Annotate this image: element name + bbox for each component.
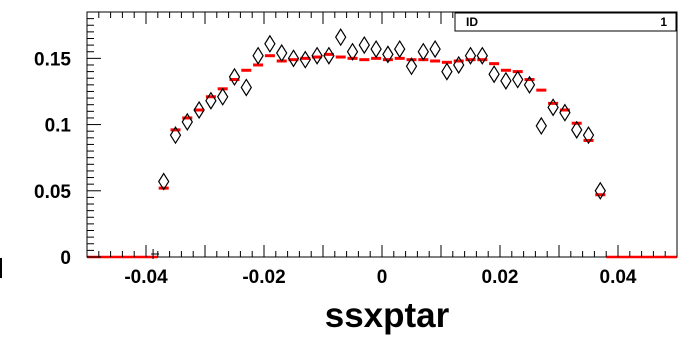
x-tick-label: -0.04 — [124, 267, 168, 288]
x-tick-label: 0.02 — [482, 267, 519, 288]
data-point-marker — [582, 126, 595, 145]
data-point-marker — [535, 116, 548, 136]
data-point-marker — [405, 57, 418, 76]
data-point-marker — [193, 100, 205, 120]
data-point-marker — [299, 50, 312, 69]
x-tick-label: 0 — [377, 267, 388, 288]
histogram-series — [87, 52, 677, 259]
data-point-marker — [511, 70, 524, 89]
data-point-marker — [476, 46, 489, 65]
data-point-marker — [559, 103, 571, 122]
data-point-marker — [264, 34, 276, 53]
data-point-marker — [570, 120, 583, 139]
y-tick-label: 0.1 — [45, 116, 72, 137]
data-point-marker — [417, 42, 430, 61]
x-tick-label: 0.04 — [600, 267, 637, 288]
data-point-marker — [464, 46, 477, 65]
data-point-marker — [216, 87, 229, 106]
y-tick-label: 0.05 — [34, 182, 71, 203]
data-point-marker — [429, 39, 441, 59]
data-point-marker — [358, 35, 371, 55]
x-axis-title: ssxptar — [325, 296, 450, 335]
data-point-marker — [523, 75, 536, 94]
data-point-marker — [287, 49, 300, 68]
stats-box: ID 1 — [454, 12, 677, 32]
data-point-marker — [311, 46, 323, 65]
data-point-marker — [169, 126, 182, 145]
data-point-marker — [181, 112, 194, 132]
data-point-marker — [370, 39, 382, 59]
data-point-marker — [393, 39, 406, 59]
data-point-marker — [240, 78, 253, 97]
data-point-marker — [500, 71, 512, 90]
x-tick-label: -0.02 — [242, 267, 285, 288]
data-point-marker — [346, 42, 359, 61]
data-point-marker — [382, 45, 394, 64]
data-point-marker — [323, 46, 335, 65]
stats-box-name: ID — [466, 15, 478, 29]
stray-mark — [0, 258, 2, 278]
y-tick-label: 0 — [60, 248, 71, 269]
data-point-marker — [252, 46, 264, 65]
data-point-marker — [594, 181, 607, 200]
stats-box-value: 1 — [660, 15, 667, 29]
plot-frame — [86, 11, 678, 258]
data-point-marker — [441, 62, 453, 81]
data-point-marker — [488, 65, 500, 84]
data-point-marker — [205, 91, 217, 110]
data-points-series — [151, 28, 607, 259]
data-point-marker — [275, 43, 288, 63]
data-point-marker — [547, 98, 559, 117]
data-point-marker — [228, 67, 241, 87]
data-point-marker — [334, 28, 347, 47]
y-tick-label: 0.15 — [34, 49, 71, 70]
data-point-marker — [452, 55, 465, 75]
data-point-marker — [157, 172, 170, 191]
